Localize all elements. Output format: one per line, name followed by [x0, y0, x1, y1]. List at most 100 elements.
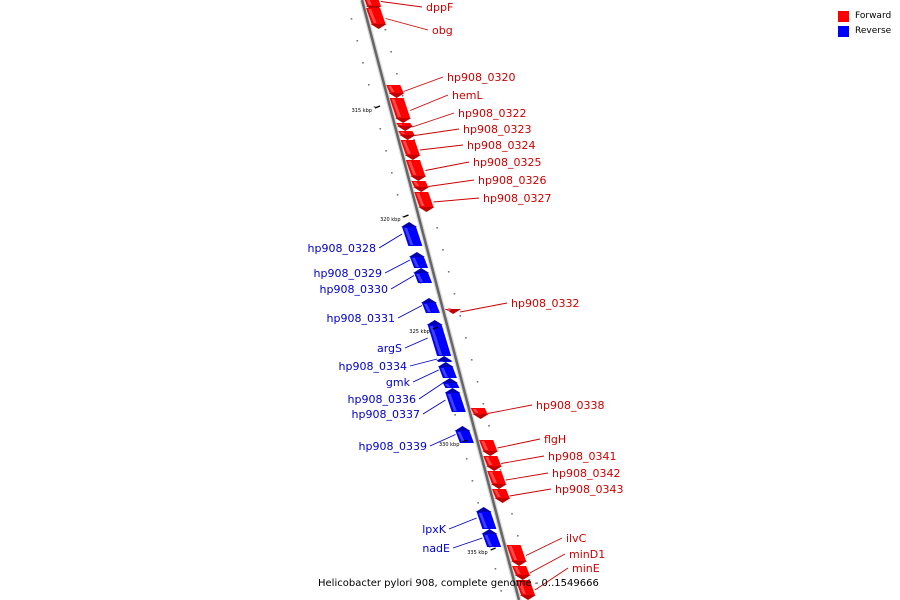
legend-forward: Forward	[838, 9, 891, 23]
minor-tick	[413, 139, 415, 141]
gene-label: hp908_0328	[308, 242, 376, 255]
minor-tick	[477, 502, 479, 504]
gene-label: dppF	[426, 1, 453, 14]
gene-label: lpxK	[422, 523, 447, 536]
gene-block	[389, 98, 412, 123]
gene-labels: dppF obg hp908_0320 hemL hp908_0322 hp908_032…	[308, 1, 624, 575]
gene-label: hp908_0339	[359, 440, 427, 453]
minor-tick	[482, 403, 485, 405]
gene-block	[405, 160, 427, 181]
gene-label: hp908_0334	[339, 360, 407, 373]
gene-block	[398, 131, 416, 140]
label-connector	[509, 488, 552, 497]
gene-label: hp908_0336	[348, 393, 416, 406]
gene-label: hp908_0330	[320, 283, 388, 296]
label-connector	[460, 302, 508, 313]
gene-label: hp908_0337	[352, 408, 420, 421]
gene-label: flgH	[544, 433, 566, 446]
gene-block	[481, 529, 502, 547]
label-connector	[433, 197, 480, 203]
gene-block	[454, 426, 474, 443]
minor-tick	[391, 172, 393, 174]
minor-tick	[453, 293, 456, 295]
label-connector	[384, 259, 411, 274]
minor-tick	[447, 271, 450, 273]
gene-block	[366, 8, 387, 29]
gene-block	[411, 181, 430, 192]
minor-tick	[390, 51, 392, 53]
gene-label: argS	[377, 342, 402, 355]
gene-block	[487, 471, 507, 489]
label-connector	[412, 112, 455, 128]
label-connector	[534, 567, 569, 591]
gene-block	[396, 123, 414, 131]
kbp-label: 335 kbp	[467, 550, 487, 556]
gene-blocks	[364, 0, 536, 600]
gene-block	[512, 566, 531, 580]
legend-forward-label: Forward	[855, 11, 892, 21]
kbp-label: 330 kbp	[439, 442, 459, 448]
minor-tick	[465, 458, 468, 460]
minor-tick	[402, 216, 405, 218]
label-connector	[529, 553, 566, 574]
label-connector	[410, 94, 449, 111]
gene-block	[401, 222, 423, 246]
label-connector	[414, 128, 460, 136]
gene-block	[420, 298, 440, 313]
gene-block	[386, 85, 405, 98]
label-connector	[390, 275, 415, 290]
genome-axis	[359, 0, 522, 600]
gene-block	[441, 378, 460, 388]
minor-tick	[373, 106, 376, 108]
gene-label: hp908_0332	[511, 297, 579, 310]
gene-block	[475, 507, 497, 529]
gene-block	[437, 362, 457, 378]
label-connector	[497, 438, 541, 449]
label-connector	[448, 517, 477, 530]
minor-tick	[459, 315, 462, 317]
minor-tick	[384, 29, 387, 31]
gene-block	[483, 456, 503, 471]
gene-label: minD1	[569, 548, 605, 561]
label-connector	[487, 404, 533, 414]
minor-tick	[465, 337, 467, 339]
gene-label: hp908_0329	[314, 267, 382, 280]
kbp-label: 315 kbp	[352, 108, 372, 114]
label-connector	[412, 369, 439, 383]
label-connector	[505, 472, 549, 481]
label-connector	[404, 337, 428, 349]
gene-label: hp908_0331	[327, 312, 395, 325]
minor-tick	[500, 590, 502, 592]
minor-tick	[476, 381, 479, 383]
gene-label: hp908_0338	[536, 399, 604, 412]
gene-label: hp908_0320	[447, 71, 515, 84]
label-connector	[378, 233, 403, 249]
gene-block	[413, 268, 433, 283]
minor-tick	[454, 414, 456, 416]
gene-block	[408, 252, 429, 268]
gene-label: obg	[432, 24, 453, 37]
gene-label: hp908_0343	[555, 483, 623, 496]
minor-tick	[362, 62, 364, 64]
minor-tick	[436, 227, 438, 229]
minor-tick	[356, 40, 359, 42]
kbp-tick	[490, 547, 496, 551]
gene-block	[506, 545, 528, 566]
gene-label: hp908_0324	[467, 139, 535, 152]
gene-block	[445, 308, 462, 314]
minor-tick	[528, 579, 531, 581]
gene-block	[400, 140, 421, 160]
label-connector	[501, 455, 545, 464]
minor-tick	[499, 469, 502, 471]
gene-block	[491, 489, 511, 503]
minor-tick	[396, 73, 398, 75]
label-connector	[429, 434, 456, 447]
label-connector	[380, 1, 423, 8]
gene-block	[444, 388, 466, 412]
minor-tick	[442, 249, 444, 251]
genome-caption: Helicobacter pylori 908, complete genome…	[318, 578, 599, 589]
minor-tick	[385, 150, 387, 152]
gene-block	[414, 192, 435, 212]
kbp-tick	[432, 326, 439, 330]
gene-block	[515, 580, 536, 600]
